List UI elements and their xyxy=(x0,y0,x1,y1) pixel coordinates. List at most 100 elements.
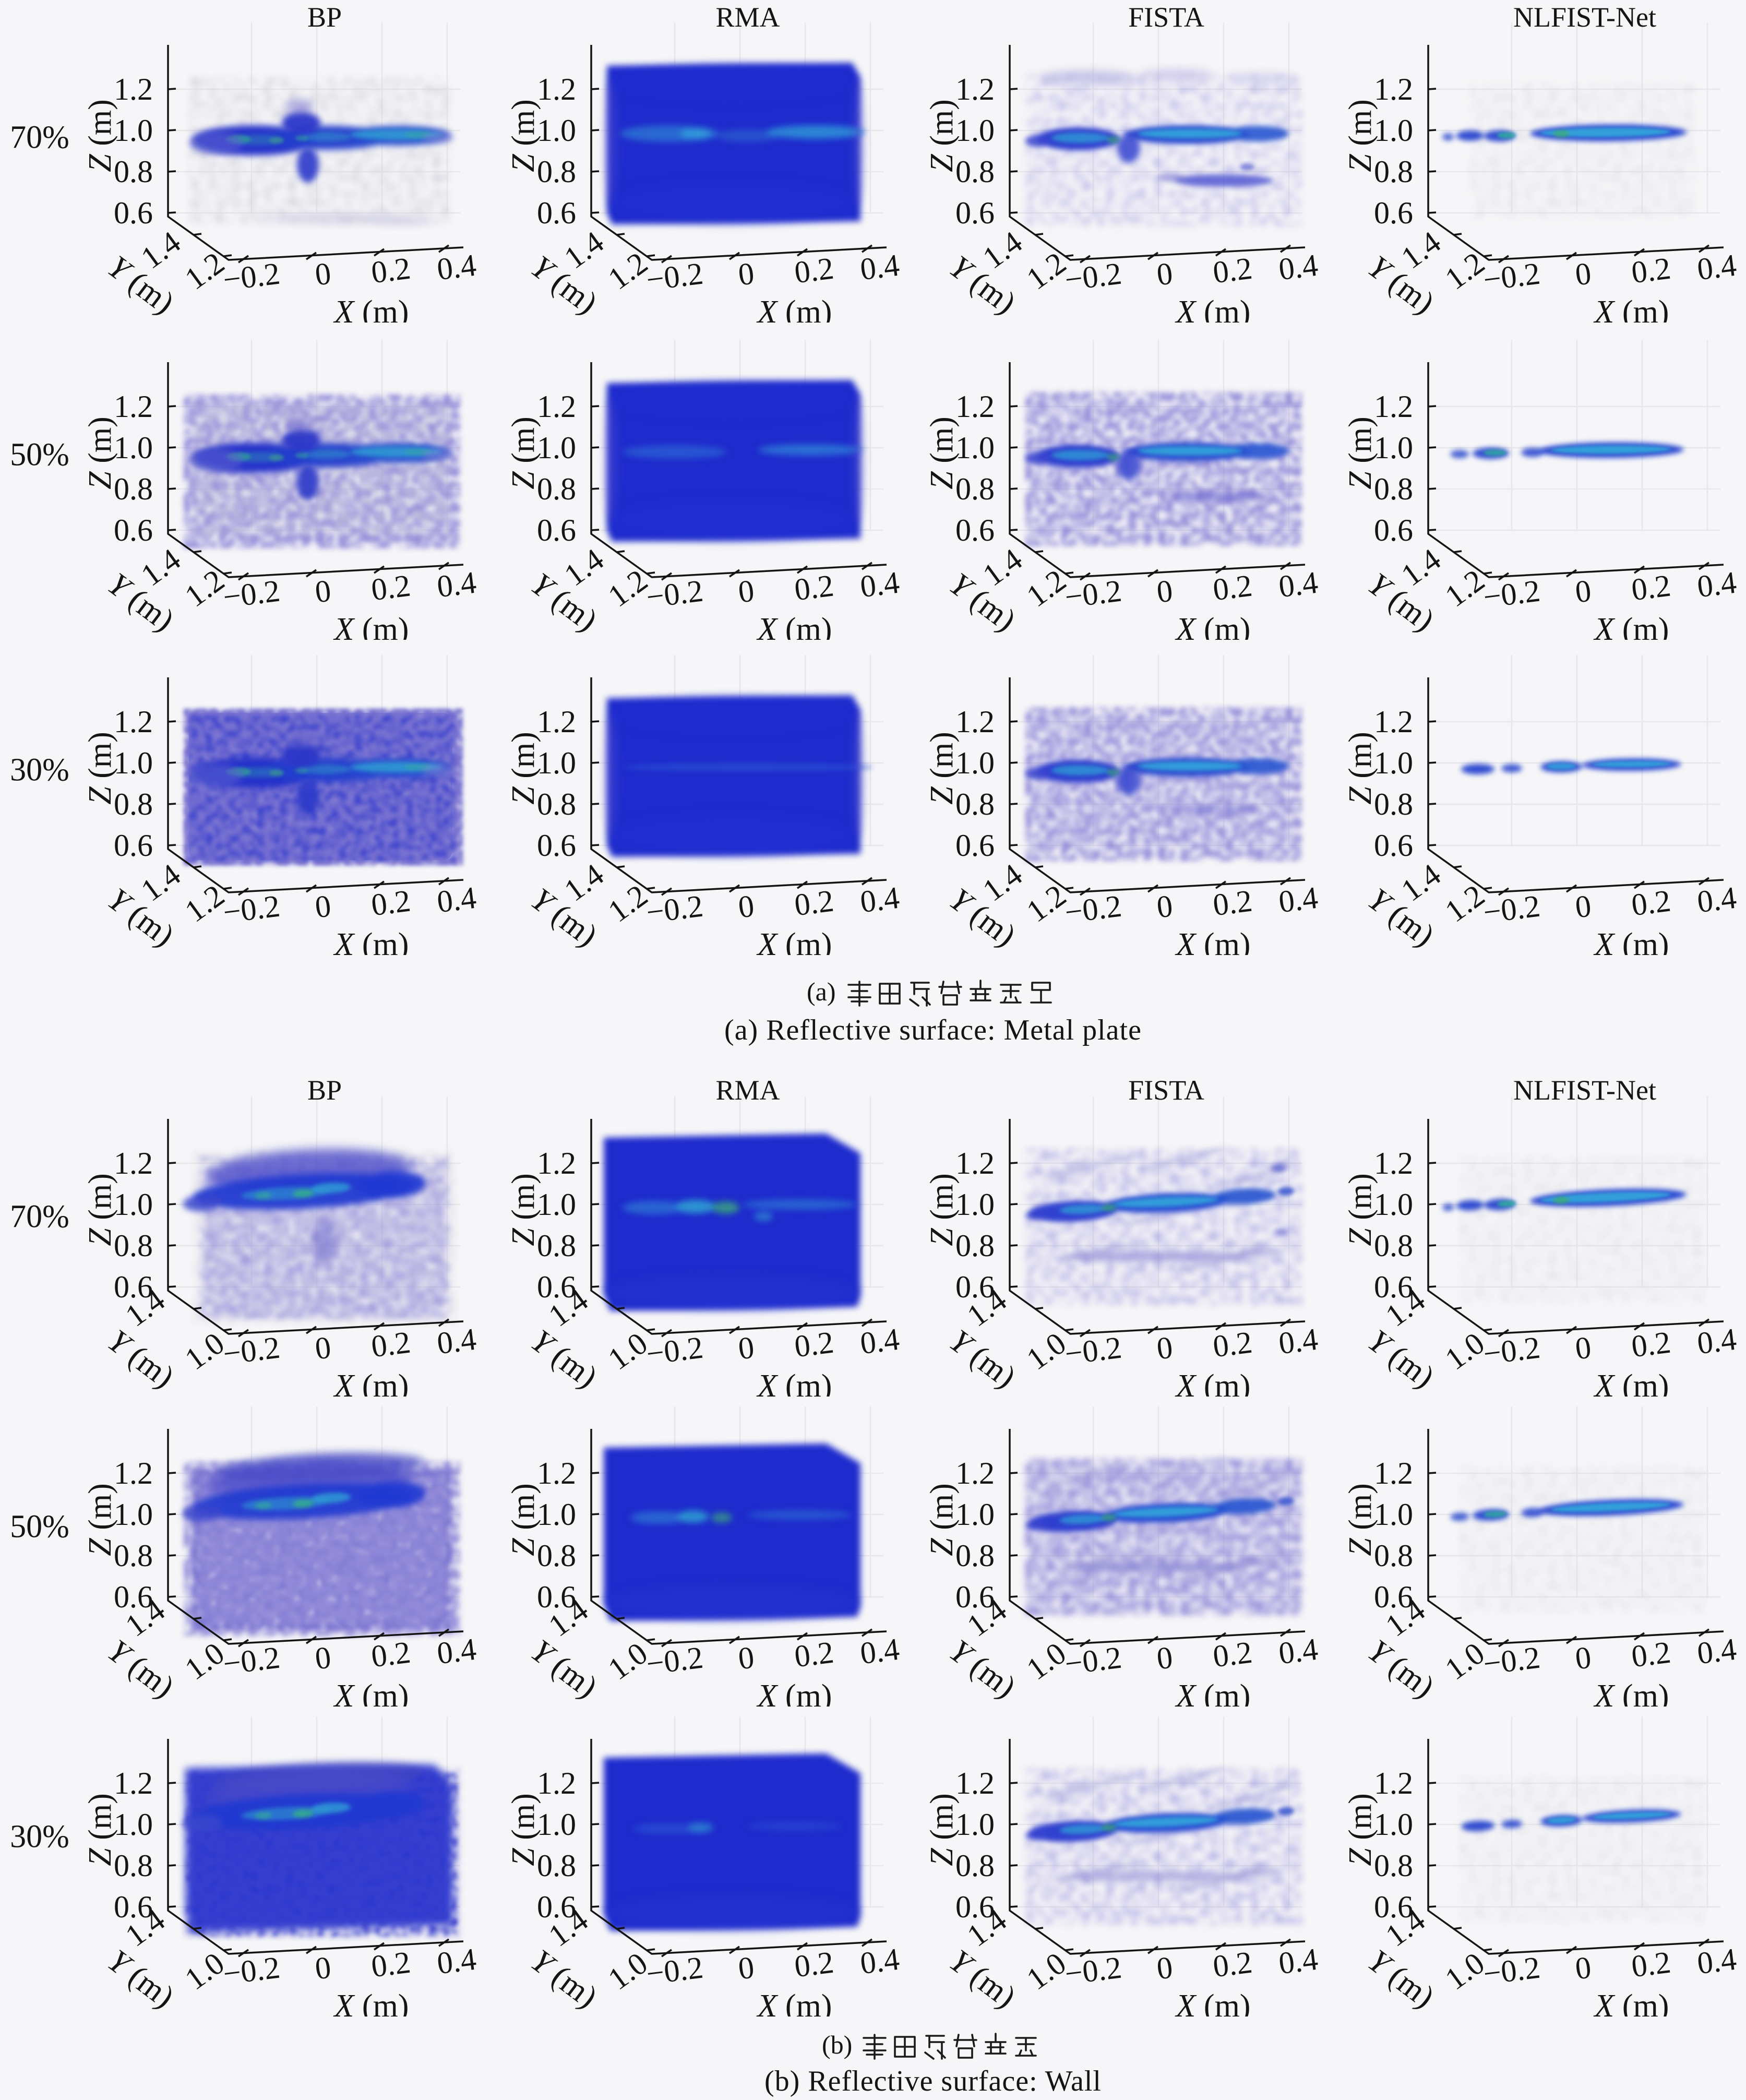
svg-text:−0.2: −0.2 xyxy=(1481,1330,1542,1371)
svg-text:−0.2: −0.2 xyxy=(221,256,282,297)
svg-text:1.0: 1.0 xyxy=(955,113,995,148)
svg-text:X (m): X (m) xyxy=(1593,1678,1669,1707)
svg-text:0.2: 0.2 xyxy=(1211,568,1254,607)
svg-text:0: 0 xyxy=(313,1330,333,1366)
svg-text:1.2: 1.2 xyxy=(955,1766,995,1800)
svg-text:1.2: 1.2 xyxy=(1374,1456,1413,1490)
svg-text:0.4: 0.4 xyxy=(1695,248,1738,287)
svg-text:0.4: 0.4 xyxy=(1695,1322,1738,1361)
svg-text:X (m): X (m) xyxy=(1593,294,1669,323)
svg-text:0.2: 0.2 xyxy=(1630,568,1672,607)
svg-text:1.0: 1.0 xyxy=(537,746,576,780)
svg-text:1.2: 1.2 xyxy=(537,389,576,424)
svg-text:0.2: 0.2 xyxy=(1630,251,1672,290)
svg-text:1.0: 1.0 xyxy=(114,1807,153,1842)
svg-text:X (m): X (m) xyxy=(333,1368,409,1397)
svg-text:0.2: 0.2 xyxy=(1211,1635,1254,1674)
svg-text:0.8: 0.8 xyxy=(537,1538,576,1573)
svg-text:0.2: 0.2 xyxy=(793,884,835,923)
svg-text:X (m): X (m) xyxy=(1593,612,1669,640)
svg-text:X (m): X (m) xyxy=(756,927,832,955)
svg-text:0.2: 0.2 xyxy=(369,1325,412,1364)
svg-text:0: 0 xyxy=(1573,573,1593,609)
svg-text:−0.2: −0.2 xyxy=(221,1330,282,1371)
svg-text:0.4: 0.4 xyxy=(1695,1632,1738,1671)
svg-text:Y (m): Y (m) xyxy=(524,1323,604,1395)
svg-text:0: 0 xyxy=(1573,256,1593,292)
svg-text:0.8: 0.8 xyxy=(955,1848,995,1883)
svg-text:Z (m): Z (m) xyxy=(1343,99,1378,172)
svg-text:Y (m): Y (m) xyxy=(943,1323,1022,1395)
svg-text:0.4: 0.4 xyxy=(435,1942,478,1981)
svg-text:0.8: 0.8 xyxy=(537,787,576,821)
svg-text:1.0: 1.0 xyxy=(537,431,576,465)
svg-text:Z (m): Z (m) xyxy=(924,1173,960,1246)
svg-text:0.6: 0.6 xyxy=(1374,513,1413,547)
svg-text:−0.2: −0.2 xyxy=(1063,1640,1123,1681)
svg-text:Y (m): Y (m) xyxy=(943,1943,1022,2015)
svg-text:−0.2: −0.2 xyxy=(1481,574,1542,615)
svg-text:0.8: 0.8 xyxy=(955,1538,995,1573)
svg-text:0.8: 0.8 xyxy=(955,1228,995,1263)
svg-text:0.8: 0.8 xyxy=(537,1848,576,1883)
svg-text:X (m): X (m) xyxy=(333,1988,409,2017)
svg-text:1.0: 1.0 xyxy=(955,1187,995,1222)
svg-text:X (m): X (m) xyxy=(333,927,409,955)
svg-text:0.2: 0.2 xyxy=(793,1325,835,1364)
svg-text:−0.2: −0.2 xyxy=(1063,1330,1123,1371)
svg-text:0: 0 xyxy=(736,1640,756,1676)
svg-text:(a): (a) xyxy=(807,979,836,1006)
svg-text:Z (m): Z (m) xyxy=(506,1793,541,1866)
svg-text:Y (m): Y (m) xyxy=(101,1633,181,1705)
svg-text:0.8: 0.8 xyxy=(1374,787,1413,821)
svg-text:−0.2: −0.2 xyxy=(221,1640,282,1681)
svg-text:Z (m): Z (m) xyxy=(924,99,960,172)
svg-text:0.6: 0.6 xyxy=(1374,828,1413,863)
svg-text:0.6: 0.6 xyxy=(537,828,576,863)
svg-text:−0.2: −0.2 xyxy=(1481,1950,1542,1991)
svg-text:0.6: 0.6 xyxy=(537,1270,576,1304)
svg-text:Z (m): Z (m) xyxy=(1343,732,1378,805)
svg-text:Z (m): Z (m) xyxy=(506,99,541,172)
svg-text:0: 0 xyxy=(736,888,756,924)
svg-text:1.0: 1.0 xyxy=(955,1807,995,1842)
svg-text:0.2: 0.2 xyxy=(1211,1945,1254,1984)
svg-text:Y (m): Y (m) xyxy=(1361,1943,1441,2015)
svg-text:0.6: 0.6 xyxy=(955,513,995,547)
svg-text:0: 0 xyxy=(1155,888,1175,924)
svg-text:0.4: 0.4 xyxy=(1277,565,1320,604)
svg-text:0.2: 0.2 xyxy=(369,568,412,607)
svg-text:0: 0 xyxy=(313,256,333,292)
svg-text:Z (m): Z (m) xyxy=(82,1173,118,1246)
svg-text:1.2: 1.2 xyxy=(955,705,995,739)
svg-text:1.2: 1.2 xyxy=(1374,389,1413,424)
svg-text:X (m): X (m) xyxy=(1593,927,1669,955)
svg-text:0.2: 0.2 xyxy=(369,251,412,290)
svg-text:1.0: 1.0 xyxy=(1374,1807,1413,1842)
svg-text:X (m): X (m) xyxy=(756,612,832,640)
svg-text:1.2: 1.2 xyxy=(114,72,153,106)
svg-text:−0.2: −0.2 xyxy=(644,1330,705,1371)
svg-text:0.2: 0.2 xyxy=(1211,1325,1254,1364)
svg-text:0.4: 0.4 xyxy=(858,1942,901,1981)
svg-text:0.4: 0.4 xyxy=(858,1322,901,1361)
svg-text:−0.2: −0.2 xyxy=(644,889,705,930)
svg-text:−0.2: −0.2 xyxy=(1063,256,1123,297)
svg-text:1.0: 1.0 xyxy=(537,113,576,148)
svg-text:0.8: 0.8 xyxy=(955,472,995,506)
svg-text:0.4: 0.4 xyxy=(1695,880,1738,920)
svg-text:Z (m): Z (m) xyxy=(82,732,118,805)
svg-text:Z (m): Z (m) xyxy=(924,732,960,805)
svg-text:0.4: 0.4 xyxy=(1695,1942,1738,1981)
svg-text:Y (m): Y (m) xyxy=(1361,1323,1441,1395)
svg-text:0.6: 0.6 xyxy=(955,196,995,230)
svg-text:0: 0 xyxy=(1573,888,1593,924)
svg-text:0.4: 0.4 xyxy=(435,880,478,920)
svg-text:1.2: 1.2 xyxy=(955,72,995,106)
svg-text:0.4: 0.4 xyxy=(435,565,478,604)
svg-text:1.0: 1.0 xyxy=(114,746,153,780)
svg-text:0.2: 0.2 xyxy=(1211,884,1254,923)
svg-text:0.2: 0.2 xyxy=(1630,1635,1672,1674)
svg-text:0.6: 0.6 xyxy=(1374,1580,1413,1614)
svg-text:1.0: 1.0 xyxy=(114,1187,153,1222)
